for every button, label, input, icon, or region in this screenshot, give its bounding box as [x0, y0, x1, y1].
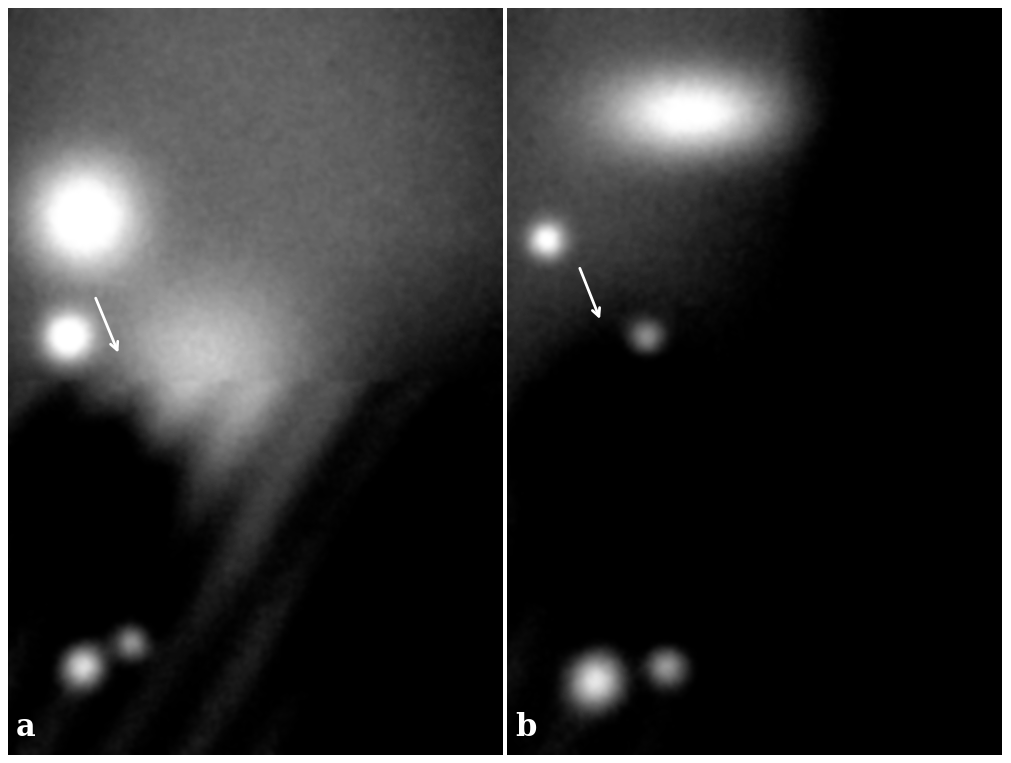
- Text: b: b: [515, 712, 537, 743]
- Text: a: a: [16, 712, 35, 743]
